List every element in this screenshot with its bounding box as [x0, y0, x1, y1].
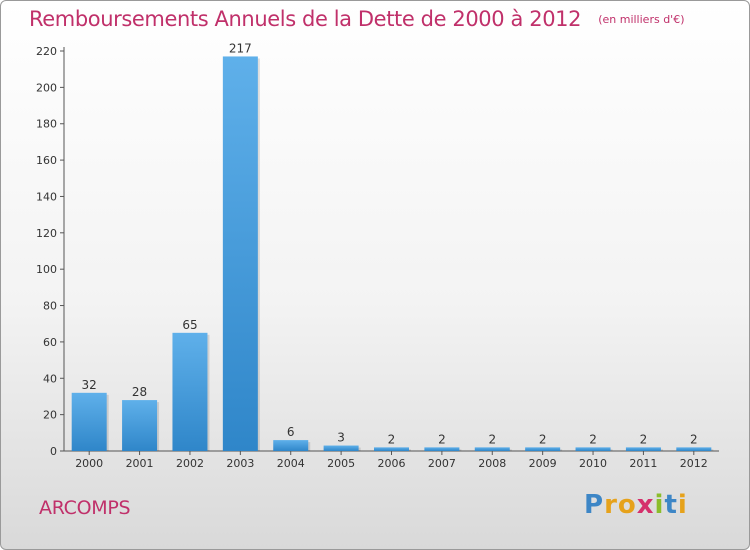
y-tick-label: 20: [43, 409, 57, 422]
x-tick-label: 2011: [629, 457, 657, 470]
y-tick-label: 140: [36, 190, 57, 203]
bar-2008: [474, 447, 510, 451]
x-tick-label: 2000: [75, 457, 103, 470]
bar-2011: [625, 447, 661, 451]
y-tick-label: 180: [36, 118, 57, 131]
y-tick-label: 120: [36, 227, 57, 240]
y-tick-label: 220: [36, 45, 57, 58]
logo-letter: r: [604, 490, 618, 520]
x-tick-label: 2010: [579, 457, 607, 470]
logo-letter: i: [654, 490, 665, 520]
bar-2006: [374, 447, 409, 451]
bar-2007: [424, 447, 460, 451]
bar-2005: [323, 445, 359, 451]
x-tick-label: 2005: [327, 457, 355, 470]
x-tick-label: 2008: [478, 457, 506, 470]
logo-letter: t: [664, 490, 678, 520]
value-label: 2: [539, 432, 547, 446]
bar-2003: [222, 56, 258, 452]
y-tick-label: 200: [36, 81, 57, 94]
chart-unit: (en milliers d'€): [598, 13, 685, 26]
bar-2002: [172, 332, 208, 451]
bar-2000: [71, 392, 107, 451]
axes: [60, 47, 719, 455]
bar-2001: [122, 400, 158, 451]
value-label: 2: [488, 432, 496, 446]
x-tick-label: 2007: [428, 457, 456, 470]
bars: [71, 56, 714, 452]
y-tick-label: 0: [50, 445, 57, 458]
value-label: 2: [589, 432, 597, 446]
title-row: Remboursements Annuels de la Dette de 20…: [29, 7, 684, 31]
value-label: 6: [287, 425, 295, 439]
place-name: ARCOMPS: [39, 497, 131, 519]
x-tick-label: 2003: [226, 457, 254, 470]
logo-letter: i: [677, 490, 688, 520]
x-tick-label: 2001: [126, 457, 154, 470]
logo-letter: P: [584, 490, 605, 520]
value-label: 2: [690, 432, 698, 446]
x-tick-label: 2002: [176, 457, 204, 470]
y-tick-label: 40: [43, 372, 57, 385]
value-label: 217: [229, 41, 252, 55]
y-tick-label: 100: [36, 263, 57, 276]
value-label: 32: [82, 378, 97, 392]
bar-2004: [273, 440, 309, 451]
x-tick-label: 2012: [680, 457, 708, 470]
chart-title: Remboursements Annuels de la Dette de 20…: [29, 7, 582, 31]
proxiti-logo: Proxiti: [584, 490, 688, 520]
x-tick-label: 2009: [529, 457, 557, 470]
value-label: 65: [182, 318, 197, 332]
y-tick-label: 60: [43, 336, 57, 349]
bar-2009: [525, 447, 561, 451]
x-tick-label: 2004: [277, 457, 305, 470]
value-label: 2: [388, 432, 396, 446]
y-tick-label: 80: [43, 300, 57, 313]
value-label: 2: [640, 432, 648, 446]
x-tick-label: 2006: [378, 457, 406, 470]
logo-letter: o: [617, 490, 637, 520]
bar-2012: [676, 447, 712, 451]
value-label: 3: [337, 431, 345, 445]
y-tick-label: 160: [36, 154, 57, 167]
value-label: 2: [438, 432, 446, 446]
labels: 0204060801001201401601802002202000322001…: [36, 41, 708, 470]
value-label: 28: [132, 385, 147, 399]
logo-letter: x: [636, 490, 655, 520]
bar-2010: [575, 447, 611, 451]
